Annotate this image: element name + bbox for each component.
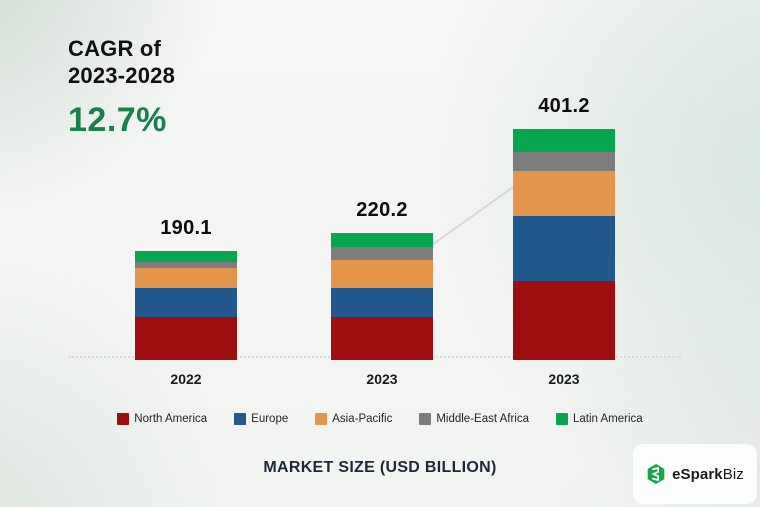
legend-label: Asia-Pacific — [332, 413, 393, 425]
bar-group-0: 190.1 2022 — [135, 217, 237, 387]
cagr-value: 12.7% — [68, 100, 167, 139]
bar-group-2: 401.2 2023 — [513, 95, 615, 387]
trend-connector-line — [433, 186, 514, 245]
legend-item-europe: Europe — [234, 413, 288, 425]
bar-value-label: 220.2 — [356, 199, 408, 222]
legend-item-north-america: North America — [117, 413, 207, 425]
legend-swatch-europe — [234, 413, 247, 425]
bar-value-label: 190.1 — [160, 216, 212, 239]
brand-wordmark-bold: eSpark — [672, 465, 723, 483]
bar-segment-middle-east-africa — [135, 261, 237, 269]
legend-label: North America — [134, 413, 208, 425]
legend-label: Europe — [251, 413, 289, 425]
legend-label: Middle-East Africa — [436, 413, 530, 425]
chart-title: MARKET SIZE (USD BILLION) — [263, 459, 497, 476]
cagr-title-line1: CAGR of — [68, 36, 162, 61]
legend-swatch-middle-east-africa — [419, 413, 432, 425]
x-axis-label: 2023 — [548, 370, 580, 387]
legend-item-latin-america: Latin America — [556, 413, 643, 425]
bar-stack — [513, 129, 615, 360]
x-axis-label: 2022 — [170, 370, 202, 387]
bar-segment-middle-east-africa — [513, 151, 615, 172]
bar-stack — [135, 250, 237, 360]
bar-segment-north-america — [331, 317, 433, 360]
brand-logo-card: eSparkBiz — [633, 444, 757, 504]
bar-stack — [331, 233, 433, 360]
bar-segment-latin-america — [513, 129, 615, 152]
bar-segment-north-america — [513, 280, 615, 360]
legend-label: Latin America — [573, 413, 643, 425]
bar-segment-europe — [135, 287, 237, 317]
bar-segment-europe — [513, 216, 615, 281]
x-axis-label: 2023 — [366, 370, 398, 387]
bar-group-1: 220.2 2023 — [331, 199, 433, 387]
bar-segment-latin-america — [135, 250, 237, 262]
legend-swatch-latin-america — [556, 413, 569, 425]
bar-segment-asia-pacific — [513, 171, 615, 217]
brand-wordmark-regular: Biz — [722, 465, 744, 483]
brand-wordmark: eSparkBiz — [672, 466, 744, 483]
cagr-title-line2: 2023-2028 — [68, 62, 176, 88]
esparkbiz-logo-icon — [647, 464, 665, 484]
cagr-title: CAGR of 2023-2028 — [68, 36, 175, 90]
bar-segment-latin-america — [331, 233, 433, 248]
cagr-block: CAGR of 2023-2028 12.7% — [68, 36, 175, 140]
bar-segment-asia-pacific — [331, 260, 433, 289]
bar-value-label: 401.2 — [538, 95, 590, 118]
bar-segment-north-america — [135, 316, 237, 360]
legend-swatch-north-america — [117, 413, 130, 425]
chart-legend: North America Europe Asia-Pacific Middle-Ea… — [0, 413, 760, 425]
bar-segment-middle-east-africa — [331, 247, 433, 261]
legend-item-asia-pacific: Asia-Pacific — [315, 413, 392, 425]
bar-segment-europe — [331, 288, 433, 318]
legend-swatch-asia-pacific — [315, 413, 328, 425]
bar-segment-asia-pacific — [135, 268, 237, 288]
legend-item-middle-east-africa: Middle-East Africa — [419, 413, 529, 425]
